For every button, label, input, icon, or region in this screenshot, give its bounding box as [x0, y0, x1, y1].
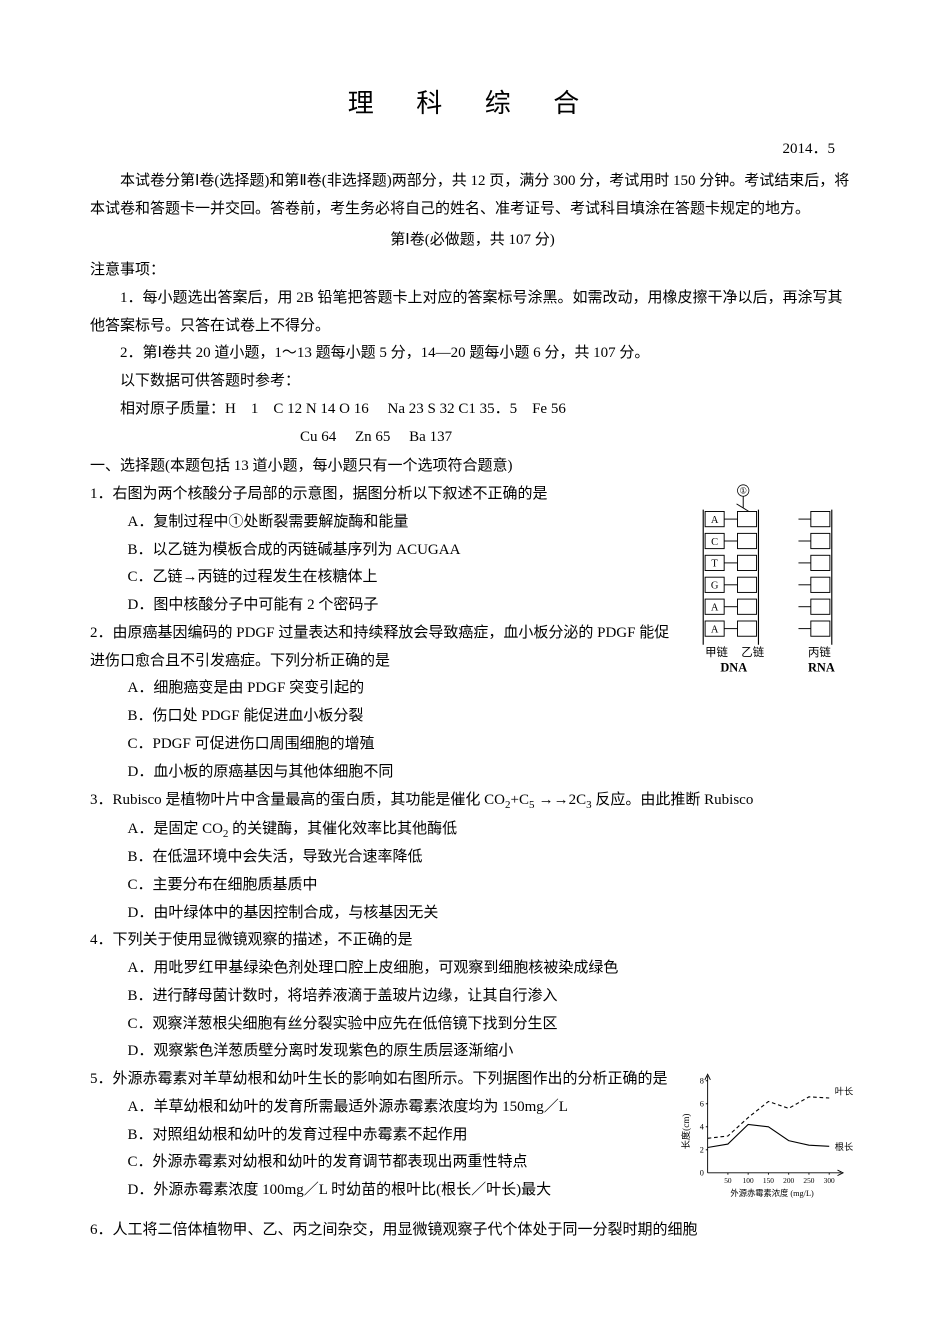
page-title: 理 科 综 合	[90, 80, 855, 128]
svg-text:6: 6	[700, 1100, 704, 1109]
gibberellin-chart: 0 2 4 6 8 50 100 150 200 250 300 长度(cm) …	[680, 1066, 855, 1217]
svg-text:乙链: 乙链	[741, 645, 764, 659]
mc-section-header: 一、选择题(本题包括 13 道小题，每小题只有一个选项符合题意)	[90, 453, 855, 481]
svg-text:叶长: 叶长	[835, 1086, 853, 1097]
atomic-mass-2: Cu 64 Zn 65 Ba 137	[90, 424, 855, 452]
svg-text:300: 300	[824, 1176, 835, 1185]
reference-header: 以下数据可供答题时参考：	[90, 368, 855, 396]
q3-opt-a: A．是固定 CO2 的关键酶，其催化效率比其他酶低	[90, 816, 855, 844]
svg-text:甲链: 甲链	[705, 645, 728, 659]
q6-text: 6．人工将二倍体植物甲、乙、丙之间杂交，用显微镜观察子代个体处于同一分裂时期的细…	[90, 1217, 855, 1245]
svg-text:C: C	[711, 537, 718, 548]
q4-text: 4．下列关于使用显微镜观察的描述，不正确的是	[90, 927, 855, 955]
svg-text:100: 100	[743, 1176, 754, 1185]
svg-text:0: 0	[700, 1169, 704, 1178]
svg-text:8: 8	[700, 1077, 704, 1086]
q3-text: 3．Rubisco 是植物叶片中含量最高的蛋白质，其功能是催化 CO2+C5 →…	[90, 786, 855, 815]
svg-text:200: 200	[783, 1176, 794, 1185]
svg-text:4: 4	[700, 1123, 704, 1132]
svg-text:RNA: RNA	[808, 661, 835, 675]
dna-bases: A C T	[705, 512, 830, 637]
dna-marker: ①	[739, 485, 747, 495]
q3-opt-c: C．主要分布在细胞质基质中	[90, 872, 855, 900]
intro-paragraph: 本试卷分第Ⅰ卷(选择题)和第Ⅱ卷(非选择题)两部分，共 12 页，满分 300 …	[90, 168, 855, 224]
atomic-mass-1: 相对原子质量：H 1 C 12 N 14 O 16 Na 23 S 32 C1 …	[90, 396, 855, 424]
section-1-header: 第Ⅰ卷(必做题，共 107 分)	[90, 227, 855, 255]
svg-text:外源赤霉素浓度 (mg/L): 外源赤霉素浓度 (mg/L)	[730, 1188, 814, 1198]
svg-text:A: A	[711, 603, 719, 614]
note-2: 2．第Ⅰ卷共 20 道小题，1～13 题每小题 5 分，14—20 题每小题 6…	[90, 340, 855, 368]
q4-opt-a: A．用吡罗红甲基绿染色剂处理口腔上皮细胞，可观察到细胞核被染成绿色	[90, 955, 855, 983]
note-1: 1．每小题选出答案后，用 2B 铅笔把答题卡上对应的答案标号涂黑。如需改动，用橡…	[90, 285, 855, 341]
svg-text:150: 150	[763, 1176, 774, 1185]
svg-text:根长: 根长	[835, 1141, 853, 1152]
q3-opt-b: B．在低温环境中会失活，导致光合速率降低	[90, 844, 855, 872]
dna-diagram: ① A C	[680, 481, 855, 692]
q4-opt-c: C．观察洋葱根尖细胞有丝分裂实验中应先在低倍镜下找到分生区	[90, 1011, 855, 1039]
svg-text:50: 50	[724, 1176, 732, 1185]
svg-text:丙链: 丙链	[808, 645, 831, 659]
notes-header: 注意事项：	[90, 257, 855, 285]
q4-opt-d: D．观察紫色洋葱质壁分离时发现紫色的原生质层逐渐缩小	[90, 1038, 855, 1066]
svg-text:T: T	[711, 559, 718, 570]
svg-text:2: 2	[700, 1146, 704, 1155]
svg-text:长度(cm): 长度(cm)	[680, 1114, 691, 1150]
q2-opt-c: C．PDGF 可促进伤口周围细胞的增殖	[90, 731, 855, 759]
svg-text:A: A	[711, 515, 719, 526]
q4-opt-b: B．进行酵母菌计数时，将培养液滴于盖玻片边缘，让其自行渗入	[90, 983, 855, 1011]
q3-opt-d: D．由叶绿体中的基因控制合成，与核基因无关	[90, 900, 855, 928]
svg-text:DNA: DNA	[720, 661, 747, 675]
q2-opt-d: D．血小板的原癌基因与其他体细胞不同	[90, 759, 855, 787]
q2-opt-b: B．伤口处 PDGF 能促进血小板分裂	[90, 703, 855, 731]
svg-text:A: A	[711, 625, 719, 636]
svg-text:250: 250	[803, 1176, 814, 1185]
svg-text:G: G	[711, 581, 719, 592]
exam-date: 2014．5	[90, 136, 855, 164]
